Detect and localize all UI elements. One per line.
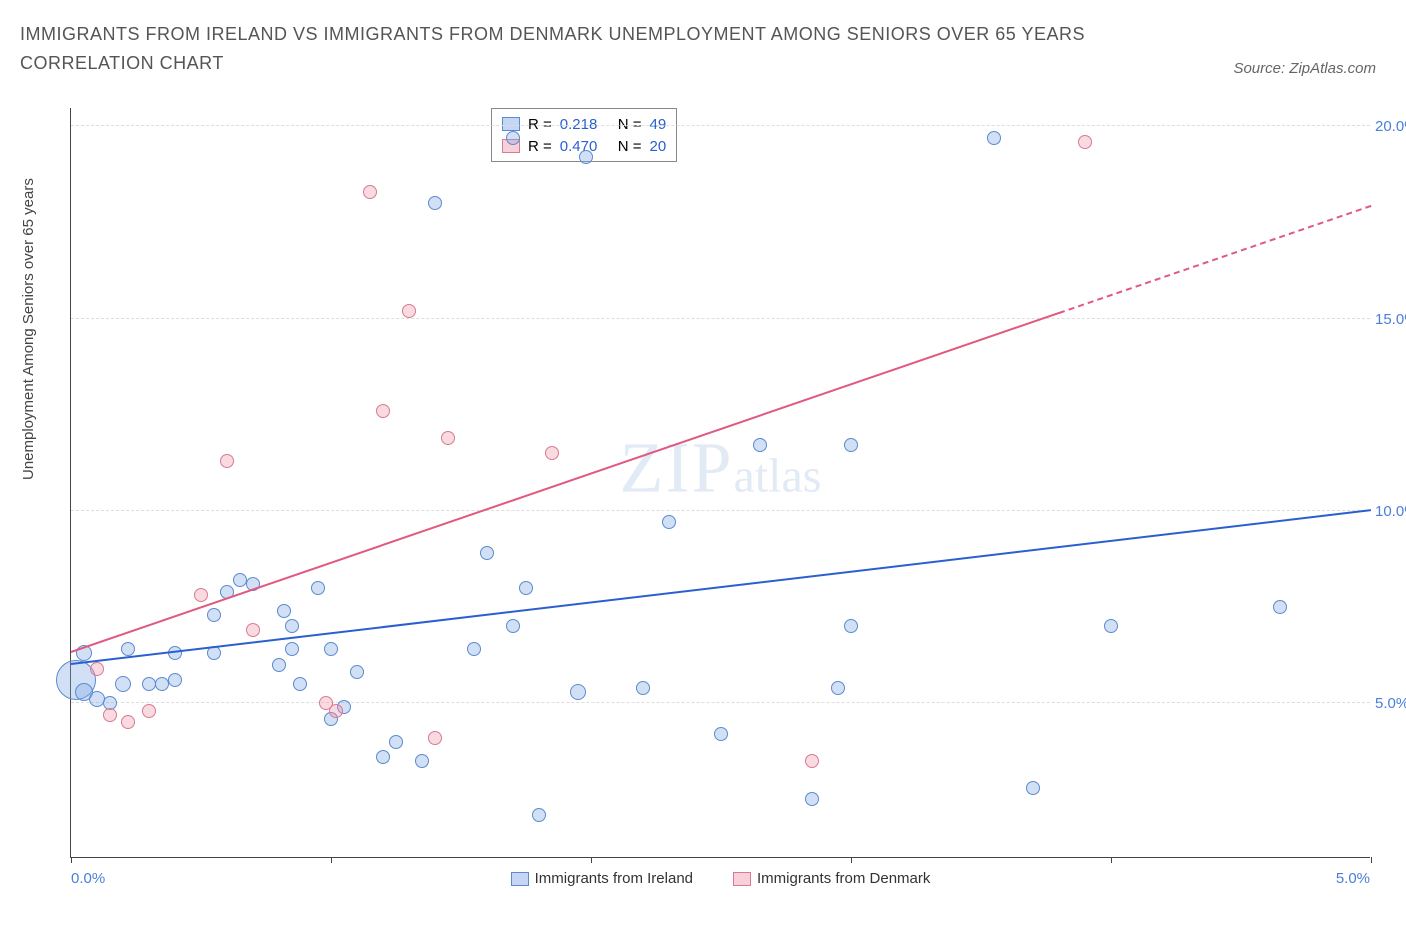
scatter-point [233, 573, 247, 587]
r-value-ireland: 0.218 [560, 116, 610, 133]
legend-item-ireland: Immigrants from Ireland [511, 870, 693, 887]
scatter-point [545, 446, 559, 460]
x-tick [71, 857, 72, 863]
r-label: R = [528, 138, 552, 155]
legend-item-denmark: Immigrants from Denmark [733, 870, 930, 887]
scatter-point [805, 792, 819, 806]
scatter-point [376, 750, 390, 764]
legend-bottom: 0.0% Immigrants from Ireland Immigrants … [71, 870, 1370, 887]
x-tick [331, 857, 332, 863]
scatter-point [570, 684, 586, 700]
scatter-point [579, 150, 593, 164]
n-label: N = [618, 138, 642, 155]
scatter-point [350, 665, 364, 679]
watermark-sub: atlas [734, 449, 822, 502]
scatter-point [662, 515, 676, 529]
scatter-point [115, 676, 131, 692]
y-tick-label: 15.0% [1375, 311, 1406, 328]
scatter-point [363, 185, 377, 199]
gridline [71, 318, 1370, 319]
n-value-ireland: 49 [650, 116, 667, 133]
scatter-point [121, 715, 135, 729]
scatter-point [168, 673, 182, 687]
scatter-point [311, 581, 325, 595]
trend-line [1059, 205, 1372, 314]
scatter-point [220, 454, 234, 468]
scatter-point [285, 619, 299, 633]
scatter-point [480, 546, 494, 560]
trend-line [71, 312, 1060, 653]
scatter-point [1026, 781, 1040, 795]
legend-swatch-ireland [502, 117, 520, 131]
scatter-point [753, 438, 767, 452]
scatter-point [324, 642, 338, 656]
trend-line [71, 509, 1371, 665]
scatter-point [142, 677, 156, 691]
x-axis-min-label: 0.0% [71, 870, 105, 887]
watermark-main: ZIP [620, 427, 734, 507]
n-label: N = [618, 116, 642, 133]
scatter-point [1078, 135, 1092, 149]
scatter-point [428, 196, 442, 210]
n-value-denmark: 20 [650, 138, 667, 155]
source-label: Source: ZipAtlas.com [1233, 60, 1376, 77]
scatter-point [103, 708, 117, 722]
scatter-point [805, 754, 819, 768]
scatter-point [376, 404, 390, 418]
legend-swatch-denmark [733, 872, 751, 886]
x-tick [1371, 857, 1372, 863]
scatter-point [155, 677, 169, 691]
scatter-point [277, 604, 291, 618]
scatter-point [519, 581, 533, 595]
x-tick [851, 857, 852, 863]
scatter-point [389, 735, 403, 749]
x-tick [1111, 857, 1112, 863]
chart-plot-area: ZIPatlas R = 0.218 N = 49 R = 0.470 N = … [70, 108, 1370, 858]
scatter-point [532, 808, 546, 822]
scatter-point [90, 662, 104, 676]
y-tick-label: 5.0% [1375, 695, 1406, 712]
scatter-point [441, 431, 455, 445]
y-axis-label: Unemployment Among Seniors over 65 years [20, 178, 37, 480]
scatter-point [1273, 600, 1287, 614]
scatter-point [987, 131, 1001, 145]
scatter-point [428, 731, 442, 745]
scatter-point [272, 658, 286, 672]
r-label: R = [528, 116, 552, 133]
legend-label: Immigrants from Denmark [757, 870, 930, 887]
scatter-point [194, 588, 208, 602]
x-axis-max-label: 5.0% [1336, 870, 1370, 887]
scatter-point [142, 704, 156, 718]
scatter-point [121, 642, 135, 656]
scatter-point [844, 438, 858, 452]
legend-swatch-ireland [511, 872, 529, 886]
y-tick-label: 10.0% [1375, 503, 1406, 520]
scatter-point [415, 754, 429, 768]
scatter-point [246, 623, 260, 637]
scatter-point [293, 677, 307, 691]
legend-label: Immigrants from Ireland [535, 870, 693, 887]
legend-stats-row: R = 0.218 N = 49 [502, 113, 666, 135]
scatter-point [506, 619, 520, 633]
chart-title: IMMIGRANTS FROM IRELAND VS IMMIGRANTS FR… [20, 20, 1140, 78]
y-tick-label: 20.0% [1375, 118, 1406, 135]
scatter-point [402, 304, 416, 318]
gridline [71, 125, 1370, 126]
scatter-point [831, 681, 845, 695]
scatter-point [207, 608, 221, 622]
watermark: ZIPatlas [620, 426, 822, 509]
scatter-point [1104, 619, 1118, 633]
scatter-point [714, 727, 728, 741]
scatter-point [506, 131, 520, 145]
scatter-point [467, 642, 481, 656]
gridline [71, 510, 1370, 511]
scatter-point [329, 704, 343, 718]
x-tick [591, 857, 592, 863]
scatter-point [285, 642, 299, 656]
gridline [71, 702, 1370, 703]
scatter-point [844, 619, 858, 633]
scatter-point [636, 681, 650, 695]
